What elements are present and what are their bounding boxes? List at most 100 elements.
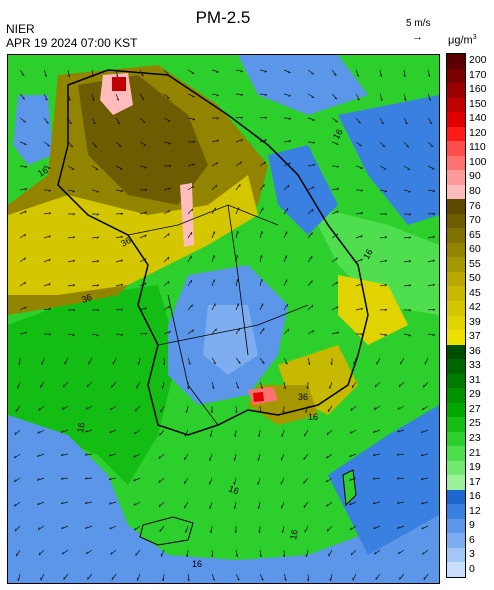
wind-arrow-icon	[376, 357, 381, 365]
wind-arrowhead-icon	[336, 188, 340, 191]
wind-arrowhead-icon	[284, 578, 287, 581]
wind-arrow-icon	[304, 429, 309, 437]
wind-arrow-icon	[353, 357, 357, 365]
legend-label: 140	[469, 112, 487, 125]
wind-arrowhead-icon	[405, 122, 408, 125]
wind-arrow-icon	[403, 69, 406, 77]
wind-arrowhead-icon	[432, 308, 436, 311]
south-coast-hotspot	[253, 392, 264, 402]
wind-arrow-icon	[14, 501, 21, 507]
wind-arrowhead-icon	[14, 432, 17, 435]
wind-arrow-icon	[135, 549, 141, 556]
wind-arrowhead-icon	[397, 551, 400, 555]
wind-arrow-icon	[355, 117, 361, 124]
legend-swatch	[447, 417, 465, 433]
wind-arrowhead-icon	[384, 284, 388, 287]
legend-swatch	[447, 446, 465, 462]
wind-arrowhead-icon	[24, 331, 28, 335]
wind-arrowhead-icon	[133, 431, 136, 435]
wind-arrow-icon	[283, 231, 288, 239]
legend-swatch	[447, 475, 465, 491]
wind-arrow-icon	[379, 259, 387, 263]
wind-arrowhead-icon	[188, 362, 191, 365]
wind-arrow-icon	[14, 429, 21, 436]
legend-label: 21	[469, 446, 481, 459]
wind-arrowhead-icon	[264, 94, 268, 97]
wind-arrow-icon	[326, 453, 333, 459]
wind-arrow-icon	[235, 184, 241, 191]
wind-arrowhead-icon	[134, 408, 137, 412]
wind-arrow-icon	[211, 184, 217, 191]
wind-arrow-icon	[133, 501, 141, 506]
wind-arrowhead-icon	[133, 478, 136, 482]
wind-arrow-icon	[115, 93, 120, 101]
wind-arrow-icon	[331, 188, 339, 191]
legend-label: 45	[469, 286, 481, 299]
wind-arrowhead-icon	[373, 407, 376, 410]
wind-arrow-icon	[355, 283, 363, 287]
wind-arrowhead-icon	[14, 503, 16, 507]
wind-arrowhead-icon	[329, 578, 331, 581]
contour-label: 16	[331, 127, 345, 141]
legend-label: 23	[469, 431, 481, 444]
wind-arrowhead-icon	[37, 502, 40, 506]
wind-arrow-icon	[398, 381, 405, 388]
wind-arrowhead-icon	[96, 191, 99, 193]
wind-arrow-icon	[259, 184, 265, 191]
wind-arrow-icon	[427, 333, 436, 336]
wind-arrow-icon	[259, 303, 263, 311]
wind-arrow-icon	[115, 189, 123, 192]
wind-arrow-icon	[91, 117, 96, 125]
wind-arrowhead-icon	[120, 308, 124, 311]
wind-arrowhead-icon	[216, 71, 219, 73]
wind-arrowhead-icon	[384, 236, 388, 239]
wind-arrowhead-icon	[432, 334, 436, 337]
wind-arrowhead-icon	[336, 210, 339, 214]
wind-arrow-icon	[211, 357, 217, 364]
wind-arrow-icon	[91, 189, 99, 193]
wind-arrow-icon	[43, 212, 51, 215]
wind-arrow-icon	[160, 405, 165, 413]
wind-arrow-icon	[139, 117, 146, 124]
wind-arrow-icon	[373, 501, 381, 505]
wind-arrowhead-icon	[144, 332, 148, 335]
wind-arrow-icon	[211, 162, 219, 167]
wind-arrowhead-icon	[158, 456, 161, 459]
wind-arrow-icon	[235, 255, 238, 263]
wind-arrowhead-icon	[212, 578, 215, 581]
wind-arrow-icon	[379, 165, 387, 170]
wind-arrowhead-icon	[142, 121, 146, 124]
wind-arrow-icon	[19, 257, 26, 263]
wind-arrow-icon	[115, 235, 123, 239]
wind-arrowhead-icon	[287, 328, 290, 332]
wind-arrowhead-icon	[237, 231, 239, 234]
wind-arrow-icon	[326, 501, 333, 507]
wind-arrowhead-icon	[330, 362, 333, 366]
wind-arrow-icon	[37, 525, 45, 531]
wind-arrowhead-icon	[311, 304, 314, 308]
wind-arrow-icon	[427, 141, 434, 147]
wind-arrowhead-icon	[72, 309, 76, 312]
wind-arrowhead-icon	[360, 258, 363, 262]
wind-arrow-icon	[37, 429, 45, 434]
legend-swatch	[447, 271, 465, 287]
wind-arrow-icon	[115, 259, 123, 263]
wind-arrowhead-icon	[432, 284, 436, 287]
wind-arrowhead-icon	[41, 362, 43, 365]
wind-arrowhead-icon	[384, 213, 388, 216]
wind-arrowhead-icon	[84, 453, 88, 456]
wind-arrow-icon	[187, 208, 193, 215]
wind-arrowhead-icon	[288, 95, 291, 97]
wind-arrow-icon	[423, 381, 429, 388]
wind-arrowhead-icon	[62, 551, 64, 555]
wind-arrow-icon	[259, 207, 264, 215]
wind-arrow-icon	[14, 453, 21, 459]
legend-label: 100	[469, 155, 487, 168]
wind-arrowhead-icon	[186, 386, 189, 390]
jeju-island	[139, 516, 194, 546]
wind-arrow-icon	[331, 141, 339, 145]
wind-arrowhead-icon	[336, 331, 339, 335]
wind-arrow-icon	[427, 236, 435, 239]
wind-arrow-icon	[63, 381, 69, 388]
legend-label: 80	[469, 185, 481, 197]
